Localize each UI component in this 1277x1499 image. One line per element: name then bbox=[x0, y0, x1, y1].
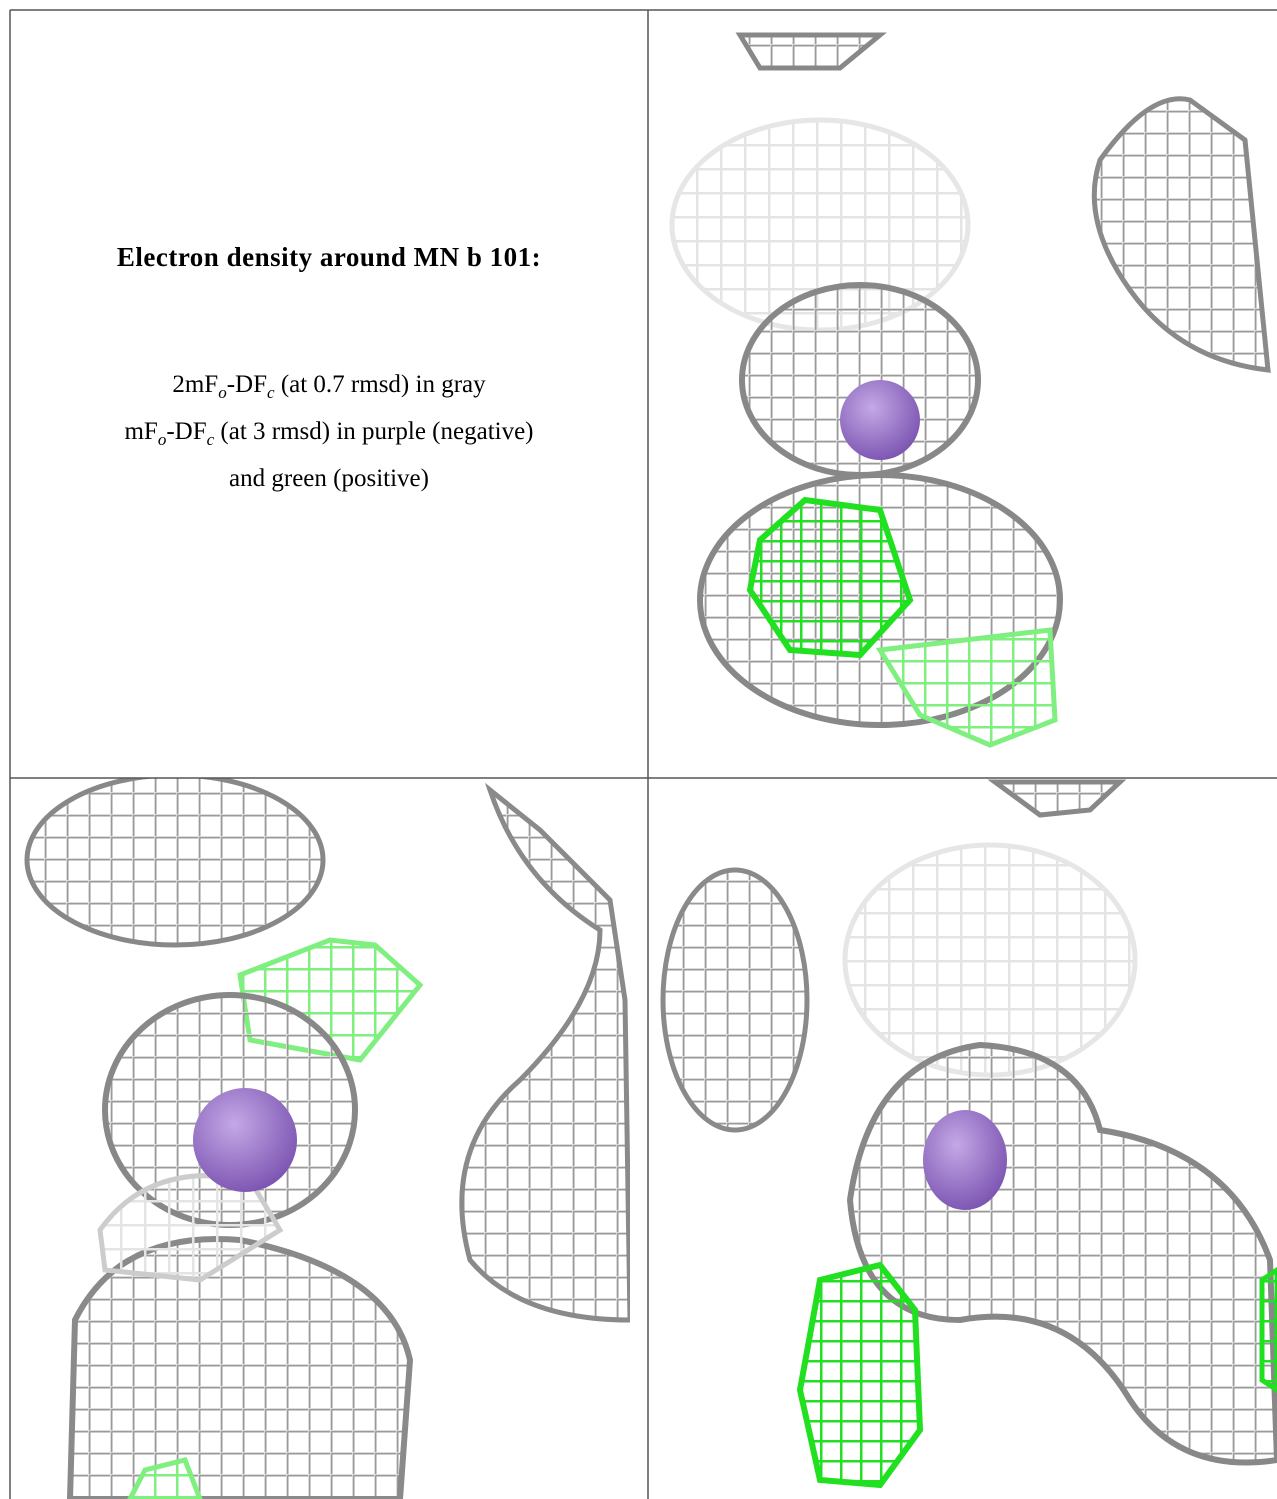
caption-text: -DF bbox=[166, 418, 207, 445]
caption-text: (at 3 rmsd) in purple (negative) bbox=[214, 418, 534, 445]
caption-text: (at 0.7 rmsd) in gray bbox=[274, 371, 486, 398]
panel-bottom-right bbox=[660, 779, 1277, 1489]
caption-text: and green (positive) bbox=[229, 465, 429, 492]
panel-top-right bbox=[669, 32, 1271, 748]
caption-subscript: c bbox=[267, 383, 275, 402]
caption-text: mF bbox=[124, 418, 158, 445]
panel-bottom-left bbox=[24, 778, 630, 1499]
caption-lines: 2mFo-DFc (at 0.7 rmsd) in gray mFo-DFc (a… bbox=[10, 365, 648, 498]
table-borders bbox=[9, 9, 1277, 1499]
caption-subscript: c bbox=[206, 430, 215, 449]
caption-line: mFo-DFc (at 3 rmsd) in purple (negative) bbox=[10, 412, 648, 459]
caption-text: -DF bbox=[226, 371, 268, 398]
caption-cell: Electron density around MN b 101: 2mFo-D… bbox=[10, 10, 648, 778]
caption-subscript: o bbox=[218, 383, 227, 402]
caption-text: 2mF bbox=[172, 371, 219, 398]
caption-line: 2mFo-DFc (at 0.7 rmsd) in gray bbox=[10, 365, 648, 412]
caption-title: Electron density around MN b 101: bbox=[116, 242, 542, 272]
caption-subscript: o bbox=[157, 430, 167, 449]
caption-line: and green (positive) bbox=[10, 459, 648, 498]
